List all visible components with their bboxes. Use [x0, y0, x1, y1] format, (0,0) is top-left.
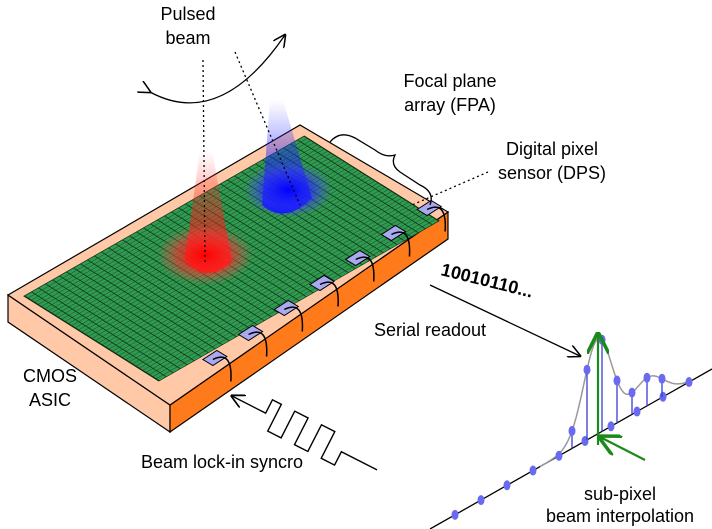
fpa-brace: [329, 134, 432, 206]
bond-wire: [355, 256, 375, 282]
centroid-arrow: [600, 437, 646, 461]
sample-dot: [613, 375, 621, 386]
sample-dot: [659, 391, 667, 402]
fit-curve: [539, 337, 691, 468]
sample-dot: [503, 480, 511, 491]
label: 10010110...: [439, 259, 535, 301]
label: sensor (DPS): [498, 163, 606, 183]
label: CMOS: [23, 366, 77, 386]
sample-dot: [598, 334, 606, 345]
sample-dot: [529, 465, 537, 476]
label: beam: [165, 28, 210, 48]
bond-wire: [391, 231, 411, 257]
bond-wire: [319, 281, 339, 307]
label: beam interpolation: [546, 506, 694, 526]
sample-dot: [628, 387, 636, 398]
readout-arrow: [429, 284, 580, 356]
scan-arrow: [150, 35, 285, 104]
label: Focal plane: [403, 71, 496, 91]
label: Pulsed: [160, 4, 215, 24]
blue-beam: [243, 100, 333, 218]
label: Serial readout: [374, 320, 486, 340]
sample-dot: [643, 372, 651, 383]
label: Beam lock-in syncro: [141, 452, 303, 472]
sample-dot: [633, 406, 641, 417]
label: Digital pixel: [506, 139, 598, 159]
sample-dot: [658, 373, 666, 384]
dps-leader: [411, 171, 489, 206]
sync-wave: [225, 383, 378, 471]
interpolation-plot: [429, 334, 712, 529]
label: array (FPA): [404, 95, 496, 115]
label: sub-pixel: [584, 484, 656, 504]
bond-pads: [201, 199, 447, 382]
sample-dot: [607, 421, 615, 432]
beam-axis: [202, 59, 206, 263]
label: ASIC: [29, 390, 71, 410]
sample-dot: [451, 509, 459, 520]
sample-dot: [555, 450, 563, 461]
bond-wire: [248, 331, 268, 357]
sample-dot: [568, 425, 576, 436]
bond-wire: [283, 306, 304, 332]
bond-wire: [426, 206, 447, 232]
sample-dot: [477, 495, 485, 506]
bond-wire: [212, 356, 232, 382]
sample-dot: [685, 377, 693, 388]
sample-dot: [583, 364, 591, 375]
